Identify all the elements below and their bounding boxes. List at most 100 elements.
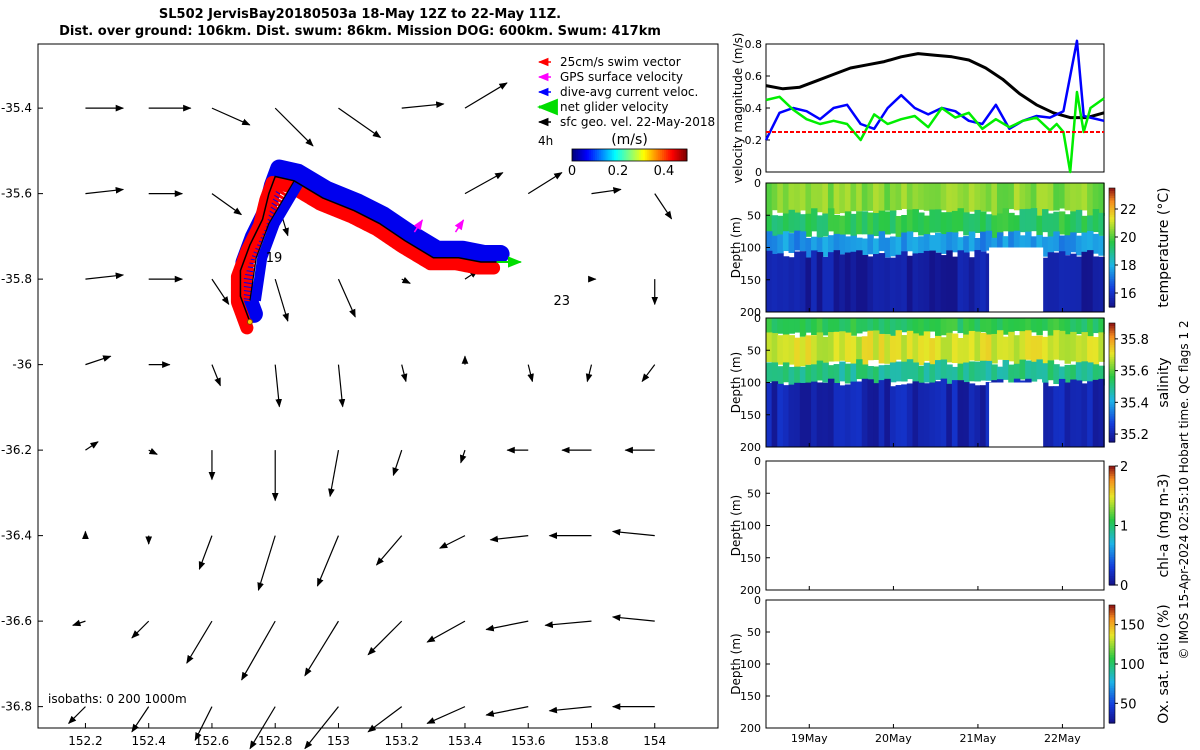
section-cell <box>1002 318 1010 335</box>
section-colorbar-cell <box>1109 233 1115 237</box>
map-xtick-label: 153 <box>327 734 350 748</box>
map-xtick-label: 153.4 <box>448 734 482 748</box>
section-colorbar-cell <box>1109 614 1115 618</box>
section-cell <box>811 364 818 385</box>
section-cell <box>1087 231 1094 251</box>
map-colorbar-cell <box>623 149 627 161</box>
gps-surface-velocity-arrow <box>413 219 423 233</box>
section-colorbar-cell <box>1109 619 1115 623</box>
surface-velocity-arrow <box>241 620 276 681</box>
section-colorbar-tick-label: 16 <box>1120 287 1137 302</box>
section-colorbar-cell <box>1109 420 1115 424</box>
section-cell <box>901 335 908 365</box>
section-cell <box>782 183 790 215</box>
section-colorbar-cell <box>1109 523 1115 527</box>
section-cell <box>1030 335 1038 366</box>
section-colorbar-cell <box>1109 380 1115 384</box>
section-cell <box>991 318 998 339</box>
section-cell <box>901 232 908 253</box>
map-colorbar-cell <box>604 149 607 161</box>
section-cell <box>957 318 964 334</box>
map-colorbar-cell <box>583 149 586 161</box>
map-colorbar-cell <box>662 149 665 161</box>
section-cell <box>1030 236 1038 257</box>
map-xtick-label: 152.2 <box>68 734 102 748</box>
section-cell <box>968 257 976 313</box>
section-colorbar-cell <box>1109 382 1115 386</box>
section-cell <box>946 364 953 385</box>
section-cell <box>816 332 824 362</box>
section-cell <box>861 238 869 259</box>
section-colorbar-frame <box>1108 322 1116 443</box>
section-cell <box>788 183 795 213</box>
section-cell <box>991 333 998 364</box>
surface-velocity-arrow <box>426 620 466 643</box>
section-cell <box>895 183 902 211</box>
section-cell <box>963 236 970 256</box>
map-colorbar-cell <box>633 149 636 161</box>
section-colorbar-tick-label: 35.2 <box>1120 428 1149 443</box>
section-cell <box>794 318 801 333</box>
surface-velocity-arrow <box>527 172 563 195</box>
section-cell <box>878 210 886 234</box>
section-cell <box>766 332 773 362</box>
surface-velocity-arrow <box>274 364 283 408</box>
map-colorbar-cell <box>658 149 661 161</box>
section-cell <box>1098 183 1105 216</box>
section-colorbar-cell <box>1109 546 1115 550</box>
section-cell <box>1042 382 1049 448</box>
section-cell <box>1030 361 1038 382</box>
section-cell <box>878 318 886 336</box>
legend-entry: dive-avg current veloc. <box>560 85 698 99</box>
section-cell <box>1008 331 1015 362</box>
section-cell <box>946 332 953 363</box>
section-cell <box>1008 183 1015 210</box>
section-cell <box>816 360 824 381</box>
section-cell <box>912 183 919 216</box>
section-cell <box>918 365 925 386</box>
surface-velocity-arrow <box>338 107 382 139</box>
map-colorbar-cell <box>587 149 590 161</box>
section-cell <box>906 383 914 448</box>
section-cell <box>1030 318 1038 333</box>
surface-velocity-arrow <box>337 364 346 408</box>
map-colorbar-cell <box>596 149 600 161</box>
section-cell <box>974 361 981 382</box>
section-cell <box>811 208 818 232</box>
section-colorbar-cell <box>1109 230 1115 234</box>
section-cell <box>833 183 841 215</box>
velocity-ytick-label: 0.2 <box>745 134 763 147</box>
section-colorbar-cell <box>1109 351 1115 355</box>
section-cell <box>923 234 931 254</box>
section-cell <box>1047 213 1055 237</box>
section-cell <box>1036 335 1043 366</box>
section-cell <box>822 183 829 215</box>
section-cell <box>1081 361 1088 382</box>
section-cell <box>929 318 936 332</box>
section-colorbar-cell <box>1109 682 1115 686</box>
section-colorbar-cell <box>1109 671 1115 675</box>
section-colorbar-cell <box>1109 325 1115 329</box>
map-colorbar-cell <box>652 149 655 161</box>
section-colorbar-cell <box>1109 605 1115 608</box>
section-cell <box>1087 250 1094 313</box>
section-cell <box>895 318 902 334</box>
section-cell <box>833 364 841 384</box>
map-colorbar-cell <box>646 149 650 161</box>
section-colorbar-cell <box>1109 344 1115 348</box>
section-cell <box>873 183 880 213</box>
section-cell <box>878 380 886 448</box>
section-cell <box>968 231 976 252</box>
section-colorbar-cell <box>1109 628 1115 632</box>
surface-velocity-arrow <box>274 278 289 322</box>
section-ytick-label: 0 <box>754 594 761 607</box>
section-cell <box>1070 318 1077 333</box>
section-colorbar-cell <box>1109 537 1115 541</box>
section-colorbar-cell <box>1109 346 1115 350</box>
section-cell <box>1058 211 1066 235</box>
section-cell <box>895 236 902 257</box>
section-cell <box>799 231 807 252</box>
surface-velocity-arrow <box>489 535 529 543</box>
section-colorbar-cell <box>1109 439 1115 443</box>
section-cell <box>974 331 981 362</box>
